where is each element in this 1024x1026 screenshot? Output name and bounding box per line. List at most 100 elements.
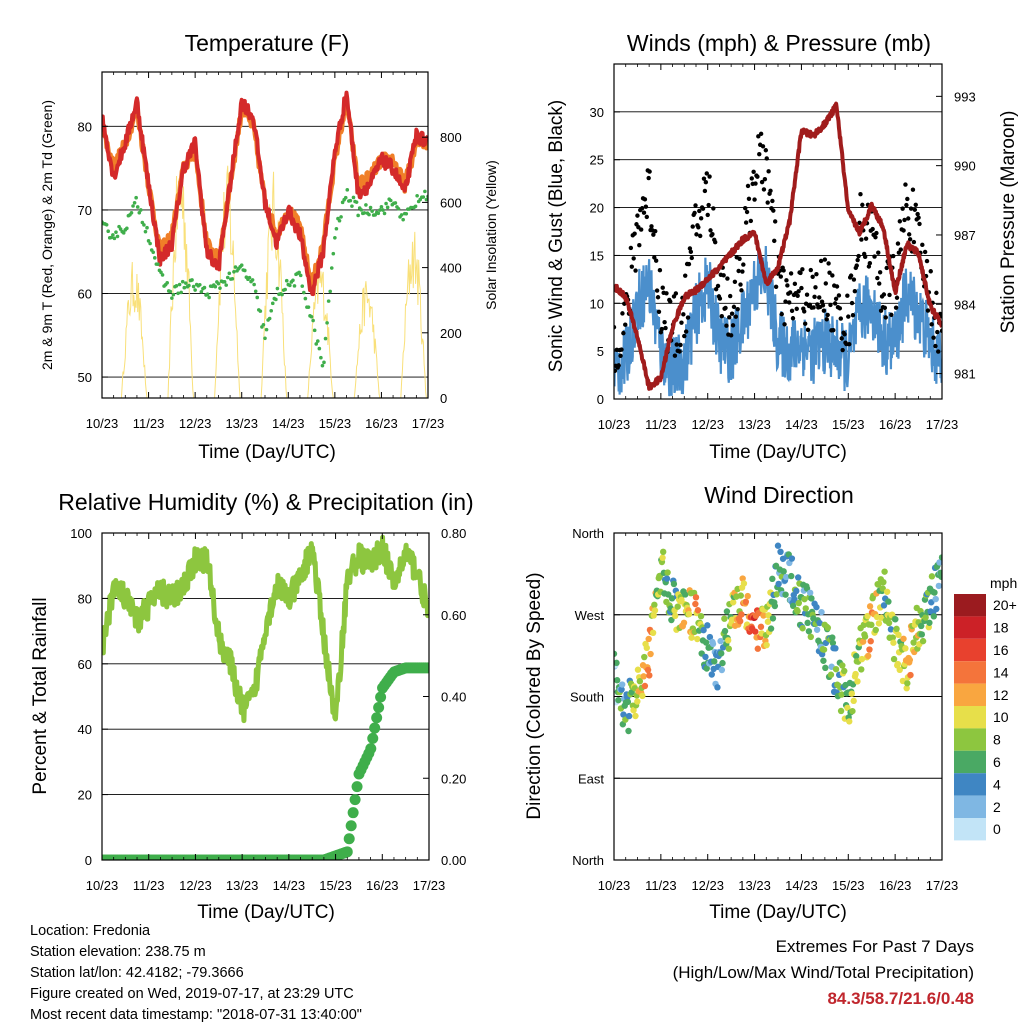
direction-point (795, 599, 803, 607)
dewpoint-point (298, 273, 303, 278)
x-tick-label: 13/23 (738, 878, 771, 893)
direction-point (645, 635, 652, 643)
dewpoint-point (309, 314, 314, 319)
dewpoint-point (139, 208, 143, 212)
x-tick-label: 10/23 (598, 417, 631, 432)
dewpoint-point (134, 195, 138, 200)
direction-point (822, 664, 829, 672)
direction-point (887, 626, 895, 633)
colorbar-label: 16 (993, 642, 1009, 658)
gust-point (731, 304, 737, 310)
y-tick-label: 60 (78, 657, 92, 672)
gust-point (701, 176, 707, 181)
gust-point (912, 207, 918, 212)
direction-point (618, 686, 625, 693)
colorbar-swatch (954, 638, 986, 662)
x-tick-label: 17/23 (413, 878, 446, 893)
gust-point (688, 249, 694, 255)
direction-point (700, 626, 707, 634)
gust-point (631, 256, 636, 261)
direction-point (774, 542, 782, 549)
x-tick-label: 14/23 (785, 878, 818, 893)
x-tick-label: 16/23 (365, 416, 398, 431)
gust-point (638, 227, 644, 232)
direction-point (754, 645, 762, 652)
direction-point (918, 631, 926, 638)
x-tick-label: 17/23 (926, 878, 959, 893)
gust-point (619, 347, 624, 352)
y-right-tick-label: 0.40 (441, 690, 466, 705)
gust-point (694, 232, 699, 237)
gust-point (708, 228, 713, 233)
latlon-text: Station lat/lon: 42.4182; -79.3666 (30, 965, 244, 981)
dewpoint-point (129, 211, 134, 215)
dewpoint-point (284, 278, 289, 283)
gust-point (855, 257, 860, 263)
gust-point (925, 308, 931, 313)
gust-point (904, 202, 909, 208)
direction-point (614, 650, 618, 657)
direction-point (703, 665, 710, 672)
gust-point (905, 196, 910, 202)
gust-point (657, 268, 663, 273)
direction-point (827, 671, 835, 678)
gust-point (673, 291, 679, 296)
dewpoint-point (253, 289, 258, 294)
direction-point (668, 595, 676, 602)
dewpoint-point (159, 270, 163, 275)
dewpoint-point (227, 271, 232, 276)
dewpoint-point (303, 296, 308, 301)
gust-point (839, 336, 844, 341)
gust-point (729, 311, 735, 316)
gust-point (894, 295, 900, 300)
dewpoint-point (168, 289, 173, 294)
gust-point (827, 270, 832, 275)
gust-point (903, 182, 908, 187)
dewpoint-point (187, 283, 191, 288)
direction-point (919, 637, 927, 645)
direction-point (718, 666, 726, 674)
dewpoint-point (180, 279, 185, 284)
direction-point (839, 662, 846, 669)
direction-point (820, 657, 827, 664)
direction-point (739, 575, 746, 582)
direction-point (709, 640, 717, 648)
direction-point (805, 628, 813, 635)
direction-point (904, 680, 911, 687)
gust-point (934, 290, 939, 296)
wind-direction-marks (614, 542, 942, 779)
direction-point (903, 684, 910, 692)
dewpoint-point (283, 287, 287, 292)
direction-point (680, 619, 688, 627)
gust-point (757, 151, 762, 157)
colorbar-label: 0 (993, 821, 1001, 837)
direction-point (682, 591, 689, 598)
direction-point (775, 580, 782, 588)
gust-point (719, 313, 724, 319)
dewpoint-point (378, 208, 382, 212)
x-tick-label: 14/23 (272, 416, 305, 431)
direction-point (806, 589, 814, 597)
colorbar-label: 10 (993, 709, 1009, 725)
gust-point (651, 232, 656, 237)
direction-point (853, 652, 860, 660)
gust-point (828, 302, 833, 308)
colorbar-swatch (954, 795, 986, 818)
direction-point (721, 615, 728, 622)
x-tick-label: 13/23 (226, 878, 259, 893)
dewpoint-point (343, 195, 348, 200)
gust-point (840, 347, 845, 353)
gust-point (867, 261, 873, 266)
gust-point (915, 211, 920, 217)
colorbar-title: mph (990, 575, 1017, 591)
extremes-subtitle: (High/Low/Max Wind/Total Precipitation) (672, 963, 974, 982)
gust-point (790, 316, 796, 321)
dewpoint-point (193, 288, 197, 292)
gust-point (618, 353, 623, 358)
dewpoint-point (328, 289, 333, 294)
gust-point (814, 271, 819, 277)
direction-point (714, 684, 721, 691)
temperature-panel: Temperature (F) 10/23 11/23 12/23 13/23 14/2… (39, 30, 499, 463)
direction-point (782, 591, 789, 598)
temperature-plot-frame (101, 71, 429, 399)
